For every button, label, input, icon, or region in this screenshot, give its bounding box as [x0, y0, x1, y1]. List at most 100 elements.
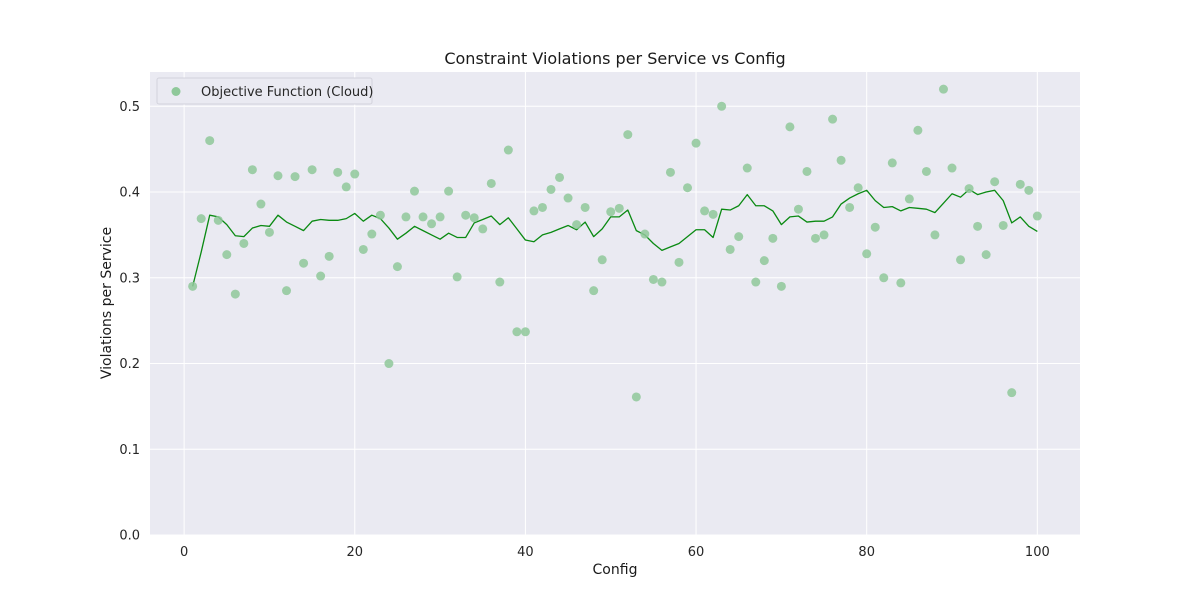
- scatter-point: [213, 215, 223, 225]
- scatter-point: [444, 186, 454, 196]
- x-tick-label: 80: [858, 545, 875, 560]
- scatter-point: [264, 227, 274, 237]
- scatter-point: [870, 222, 880, 232]
- scatter-point: [367, 229, 377, 239]
- y-tick-label: 0.3: [119, 271, 140, 286]
- plot-area: [150, 72, 1080, 535]
- scatter-point: [819, 230, 829, 240]
- scatter-point: [836, 155, 846, 165]
- scatter-point: [998, 220, 1008, 230]
- legend-marker: [171, 87, 181, 96]
- scatter-point: [486, 178, 496, 188]
- scatter-point: [230, 289, 240, 299]
- scatter-point: [1007, 388, 1017, 398]
- scatter-point: [973, 221, 983, 231]
- scatter-point: [324, 251, 334, 261]
- scatter-point: [683, 183, 693, 193]
- scatter-point: [503, 145, 513, 155]
- scatter-point: [964, 184, 974, 194]
- scatter-point: [290, 172, 300, 182]
- y-tick-label: 0.0: [119, 529, 140, 544]
- scatter-point: [239, 238, 249, 248]
- scatter-point: [273, 171, 283, 181]
- scatter-point: [589, 286, 599, 296]
- scatter-point: [418, 212, 428, 222]
- scatter-point: [734, 232, 744, 242]
- scatter-point: [537, 202, 547, 212]
- y-tick-label: 0.5: [119, 100, 140, 115]
- scatter-point: [990, 177, 1000, 187]
- scatter-point: [333, 167, 343, 177]
- scatter-point: [742, 163, 752, 173]
- scatter-point: [785, 122, 795, 132]
- scatter-point: [563, 193, 573, 203]
- moving-average-layer: [192, 188, 1038, 287]
- scatter-point: [845, 202, 855, 212]
- legend-label: Objective Function (Cloud): [201, 85, 373, 100]
- scatter-point: [648, 274, 658, 284]
- scatter-point: [717, 101, 727, 111]
- scatter-point: [776, 281, 786, 291]
- scatter-point: [597, 255, 607, 265]
- scatter-point: [700, 206, 710, 216]
- scatter-point: [307, 165, 317, 175]
- scatter-point: [512, 327, 522, 337]
- scatter-point: [282, 286, 292, 296]
- scatter-point: [913, 125, 923, 135]
- scatter-point: [904, 194, 914, 204]
- scatter-point: [674, 257, 684, 267]
- scatter-point: [256, 199, 266, 209]
- scatter-point: [853, 183, 863, 193]
- scatter-point: [427, 219, 437, 229]
- scatter-point: [520, 327, 530, 337]
- scatter-point: [708, 209, 718, 219]
- scatter-point: [862, 249, 872, 259]
- scatter-point: [811, 233, 820, 243]
- scatter-point: [478, 224, 488, 234]
- scatter-point: [529, 206, 539, 216]
- scatter-point: [691, 138, 701, 148]
- scatter-point: [759, 256, 769, 266]
- scatter-point: [358, 244, 368, 254]
- scatter-point: [947, 163, 957, 173]
- x-tick-label: 60: [688, 545, 705, 560]
- scatter-point: [247, 165, 257, 175]
- scatter-point: [580, 202, 590, 212]
- scatter-point: [614, 203, 624, 213]
- scatter-point: [572, 220, 582, 230]
- scatter-point: [631, 392, 641, 402]
- scatter-point: [410, 186, 419, 196]
- chart-title: Constraint Violations per Service vs Con…: [444, 49, 785, 68]
- scatter-point: [392, 262, 402, 272]
- y-tick-label: 0.2: [119, 357, 140, 372]
- scatter-point: [896, 278, 906, 288]
- scatter-point: [930, 230, 940, 240]
- scatter-point: [316, 271, 326, 281]
- y-axis-label: Violations per Service: [99, 227, 115, 379]
- y-tick-label: 0.4: [119, 186, 140, 201]
- scatter-point: [546, 184, 556, 194]
- scatter-point: [188, 281, 198, 291]
- scatter-point: [1015, 179, 1025, 189]
- scatter-points: [188, 84, 1042, 402]
- x-tick-label: 40: [517, 545, 534, 560]
- scatter-point: [640, 229, 650, 239]
- x-tick-label: 20: [346, 545, 363, 560]
- scatter-point: [435, 212, 445, 222]
- scatter-point: [375, 210, 385, 220]
- scatter-point: [555, 172, 565, 182]
- scatter-point: [384, 359, 394, 369]
- scatter-point: [495, 277, 505, 287]
- scatter-point: [469, 213, 479, 223]
- x-tick-label: 100: [1025, 545, 1050, 560]
- scatter-point: [1032, 211, 1042, 221]
- scatter-point: [196, 214, 206, 224]
- x-tick-labels: 0 20 40 60 80 100: [180, 545, 1050, 560]
- scatter-point: [665, 167, 675, 177]
- legend: Objective Function (Cloud): [156, 77, 373, 105]
- legend-box: [156, 77, 373, 105]
- scatter-point: [461, 210, 471, 220]
- y-tick-label: 0.1: [119, 443, 140, 458]
- scatter-point: [828, 114, 838, 124]
- scatter-point: [205, 136, 215, 146]
